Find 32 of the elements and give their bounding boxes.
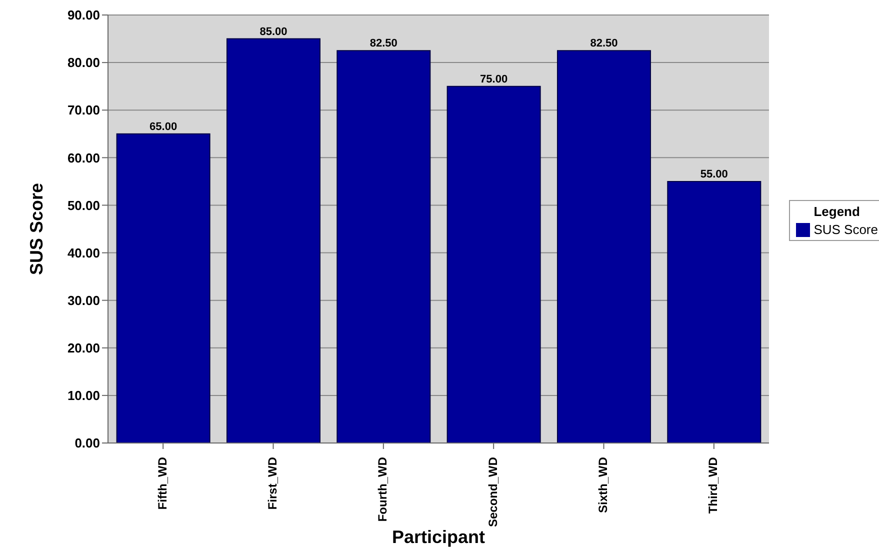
data-label: 85.00 xyxy=(260,26,288,38)
x-axis-title: Participant xyxy=(392,527,486,547)
legend-title: Legend xyxy=(812,204,861,219)
y-tick-label: 30.00 xyxy=(67,292,100,308)
x-tick-label: First_WD xyxy=(265,456,280,510)
data-label: 75.00 xyxy=(480,73,508,86)
text: SUS Score xyxy=(814,222,878,237)
data-label: 82.50 xyxy=(370,38,398,50)
x-tick-label: Sixth_WD xyxy=(596,456,610,514)
y-tick-label: 40.00 xyxy=(67,245,100,260)
y-axis-title: SUS Score xyxy=(26,182,46,276)
y-tick-label: 90.00 xyxy=(67,8,100,23)
y-tick-label: 60.00 xyxy=(67,150,100,166)
bar xyxy=(667,180,762,443)
x-tick-label: Third_WD xyxy=(706,456,720,514)
x-tick-label: Fifth_WD xyxy=(155,456,170,510)
y-tick-label: 50.00 xyxy=(67,198,100,213)
x-tick-label: Fourth_WD xyxy=(376,456,390,522)
bar xyxy=(116,133,210,443)
y-tick-label: 80.00 xyxy=(67,55,100,70)
bar xyxy=(446,86,541,443)
y-tick-label: 20.00 xyxy=(67,340,100,356)
data-label: 55.00 xyxy=(700,168,728,180)
y-tick-label: 0.00 xyxy=(74,436,100,451)
data-label: 82.50 xyxy=(590,38,618,50)
x-tick-label: Second_WD xyxy=(486,456,500,528)
bar xyxy=(226,38,320,443)
bar xyxy=(336,50,431,443)
data-label: 65.00 xyxy=(150,120,178,133)
y-tick-label: 70.00 xyxy=(67,102,100,118)
bar xyxy=(556,50,651,443)
y-tick-label: 10.00 xyxy=(67,388,100,404)
